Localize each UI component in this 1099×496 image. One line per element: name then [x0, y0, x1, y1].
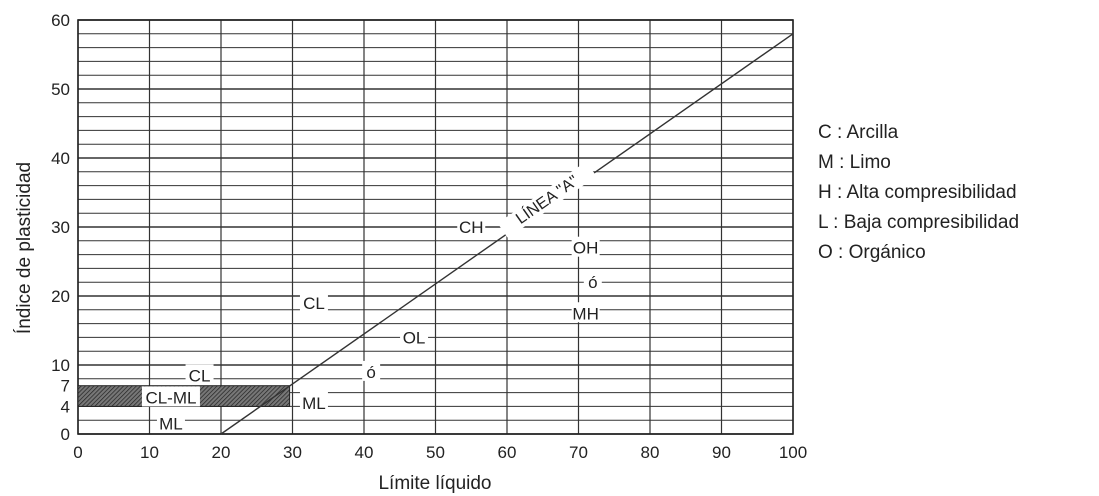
zone-label: ML: [159, 415, 183, 434]
zone-label-bg: [299, 391, 328, 412]
zone-label-bg: [457, 216, 486, 236]
x-tick-label: 20: [212, 443, 231, 462]
y-tick-label: 4: [61, 397, 70, 416]
y-tick-label: 40: [51, 149, 70, 168]
x-tick-label: 90: [712, 443, 731, 462]
zone-label: CH: [459, 218, 484, 237]
zone-label: CL-ML: [145, 388, 196, 407]
zone-label-bg: [583, 271, 602, 292]
zone-label-bg: [571, 302, 600, 323]
zone-label: ó: [366, 363, 375, 382]
x-tick-label: 100: [779, 443, 807, 462]
legend-item-c: C : Arcilla: [818, 122, 899, 143]
legend-item-o: O : Orgánico: [818, 242, 926, 263]
zone-label: MH: [572, 304, 598, 323]
zone-label-bg: [400, 326, 429, 347]
x-tick-label: 80: [641, 443, 660, 462]
grid: [77, 19, 794, 435]
x-tick-label: 50: [426, 443, 445, 462]
zone-labels: CH CL OL ó ML OH ó MH CL CL-ML ML: [141, 216, 602, 434]
tick-labels: 0 10 20 30 40 50 60 70 80 90 100 0 47 10 20 30 40 50 60: [51, 11, 807, 462]
zone-label: ó: [588, 273, 597, 292]
a-line-label-bg: [497, 161, 597, 239]
zone-label: OH: [573, 239, 599, 258]
y-tick-label: 10: [51, 356, 70, 375]
zone-label-bg: [141, 386, 200, 407]
x-tick-label: 10: [140, 443, 159, 462]
y-tick-label: 30: [51, 218, 70, 237]
legend-item-l: L : Baja compresibilidad: [818, 212, 1020, 233]
zone-label-bg: [362, 360, 381, 381]
y-tick-label: 0: [61, 425, 70, 444]
x-tick-label: 30: [283, 443, 302, 462]
y-tick-label: 20: [51, 287, 70, 306]
legend-item-m: M : Limo: [818, 152, 891, 173]
y-tick-label: 7: [61, 377, 70, 396]
zone-label-bg: [571, 236, 600, 257]
zone-label-bg: [156, 412, 185, 433]
zone-label: ML: [302, 394, 326, 413]
x-tick-label: 40: [355, 443, 374, 462]
zone-label: CL: [303, 294, 325, 313]
x-tick-label: 60: [498, 443, 517, 462]
y-tick-label: 50: [51, 80, 70, 99]
x-axis-title: Límite líquido: [378, 473, 491, 494]
plot-frame: [77, 19, 794, 435]
x-tick-label: 70: [569, 443, 588, 462]
x-tick-label: 0: [73, 443, 82, 462]
legend-item-h: H : Alta compresibilidad: [818, 182, 1017, 203]
zone-label: OL: [403, 328, 426, 347]
y-axis-title: Índice de plasticidad: [14, 162, 35, 334]
zone-label: CL: [189, 366, 211, 385]
zone-label-bg: [185, 364, 214, 385]
legend: C : Arcilla M : Limo H : Alta compresibi…: [818, 118, 1019, 268]
y-tick-label: 60: [51, 11, 70, 30]
zone-label-bg: [299, 291, 328, 312]
